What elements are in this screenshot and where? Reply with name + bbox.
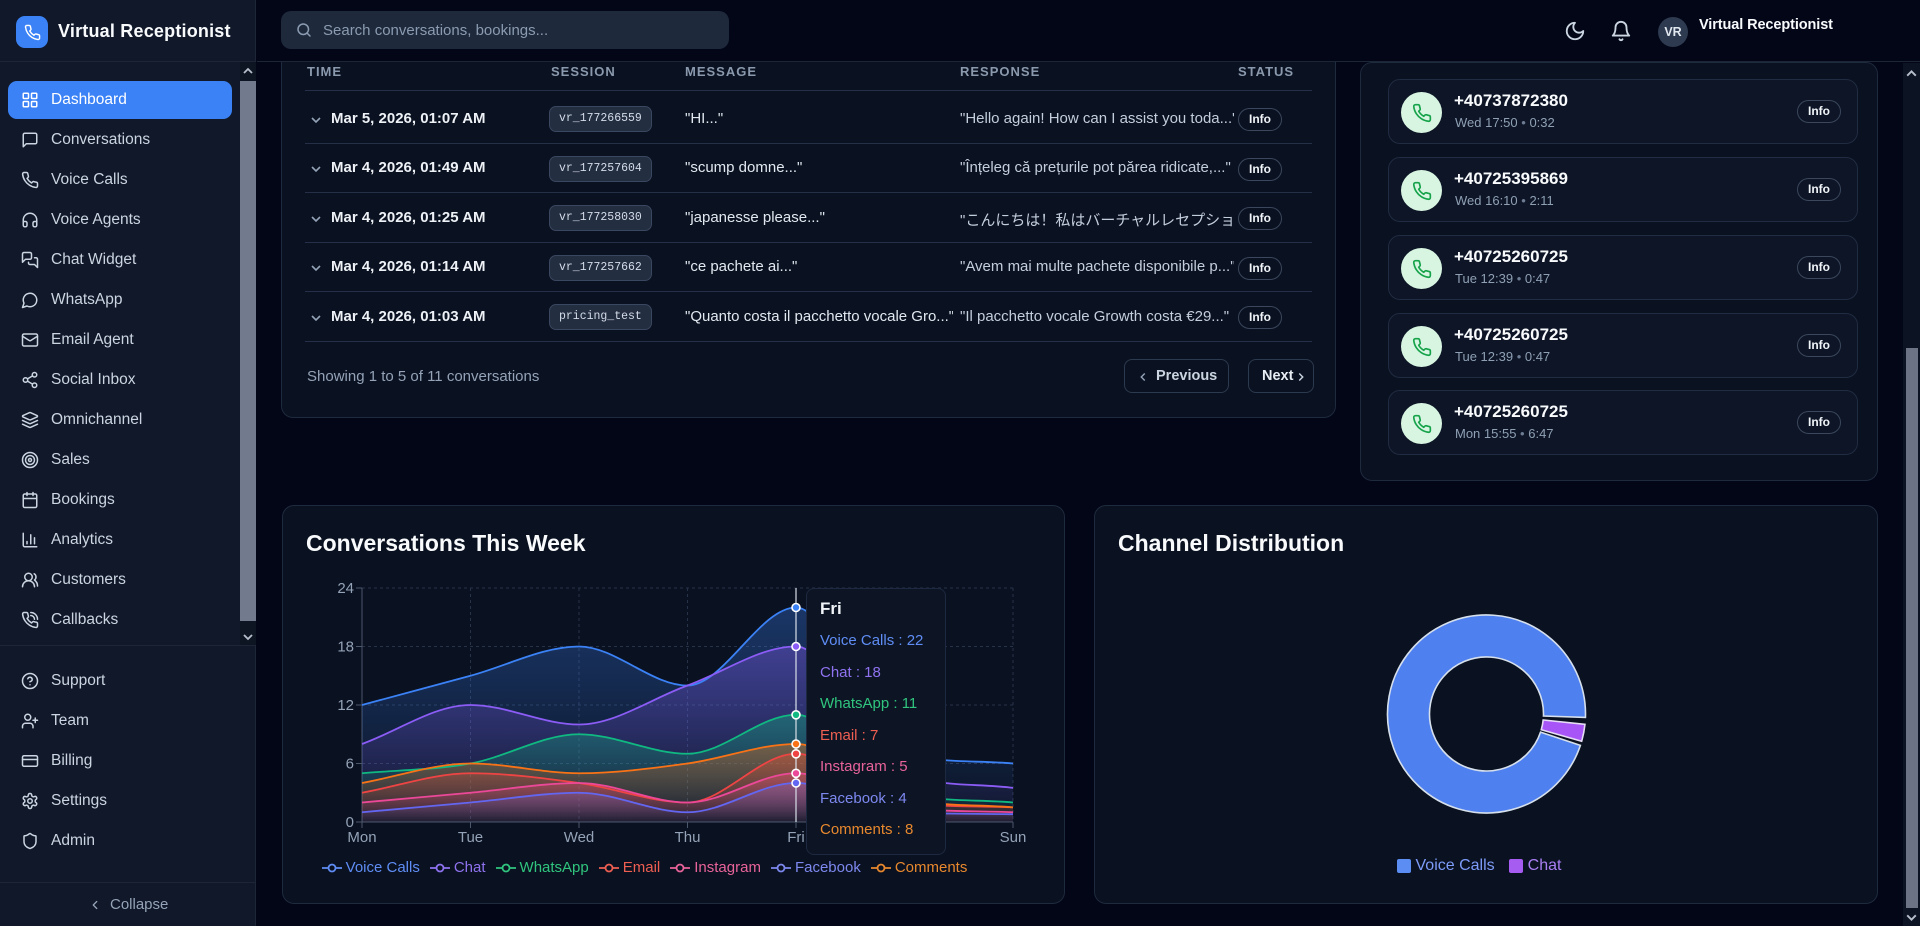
svg-text:18: 18 xyxy=(337,639,354,656)
svg-text:0: 0 xyxy=(346,814,354,831)
svg-text:24: 24 xyxy=(337,580,354,597)
svg-text:Wed: Wed xyxy=(564,829,595,846)
svg-text:6: 6 xyxy=(346,756,354,773)
svg-text:Sun: Sun xyxy=(1000,829,1027,846)
svg-text:Tue: Tue xyxy=(458,829,483,846)
svg-text:Mon: Mon xyxy=(347,829,376,846)
svg-text:Fri: Fri xyxy=(787,829,805,846)
svg-text:Thu: Thu xyxy=(675,829,701,846)
svg-text:12: 12 xyxy=(337,697,354,714)
